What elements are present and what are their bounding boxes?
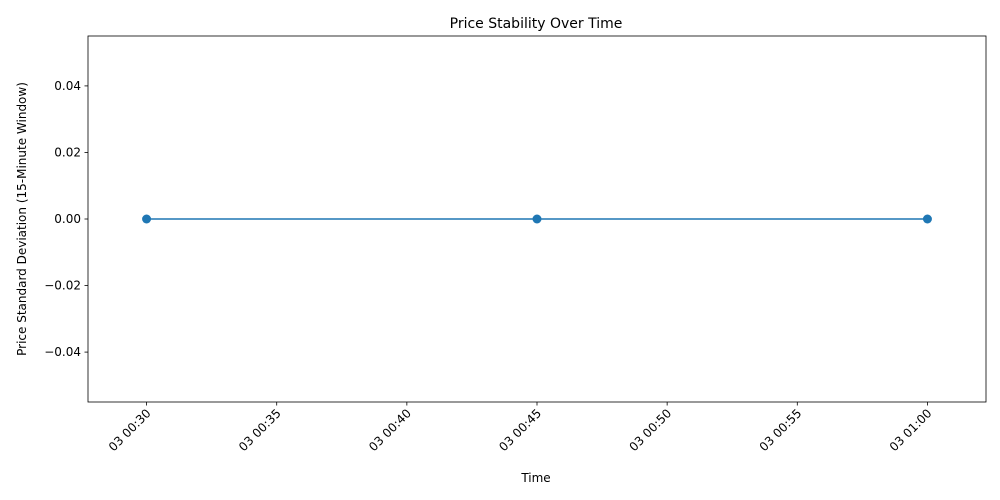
y-axis-label: Price Standard Deviation (15-Minute Wind…: [15, 82, 29, 356]
data-point: [532, 214, 542, 224]
plot-area: −0.04 −0.02 0.00 0.02 0.04 03 00:30 03 00:35 03…: [44, 35, 987, 454]
data-point: [142, 214, 152, 224]
chart-title: Price Stability Over Time: [450, 16, 623, 32]
y-tick-label: −0.02: [44, 279, 81, 293]
y-tick-label: 0.04: [54, 79, 81, 93]
x-tick-label: 03 00:40: [366, 406, 414, 454]
data-point: [922, 214, 932, 224]
y-tick-label: 0.00: [54, 212, 81, 226]
x-tick-label: 03 00:30: [106, 406, 154, 454]
x-axis-label: Time: [520, 471, 550, 485]
x-tick-label: 03 00:45: [496, 406, 544, 454]
y-tick-label: −0.04: [44, 345, 81, 359]
x-tick-label: 03 00:55: [757, 406, 805, 454]
x-tick-label: 03 00:50: [626, 406, 674, 454]
x-tick-label: 03 01:00: [887, 406, 935, 454]
y-tick-label: 0.02: [54, 145, 81, 159]
x-tick-label: 03 00:35: [236, 406, 284, 454]
